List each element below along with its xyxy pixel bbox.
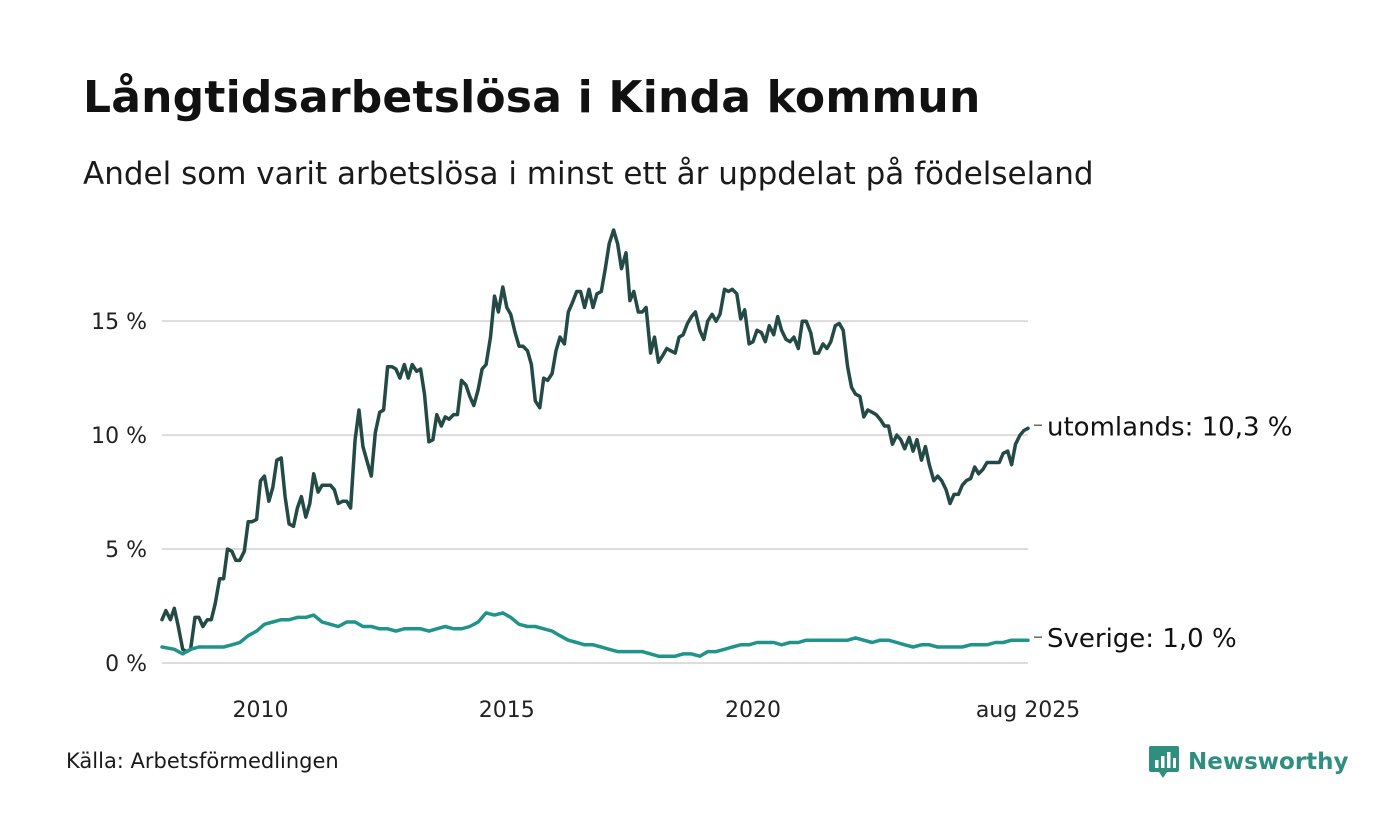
x-axis: 2010 2015 2020 aug 2025 — [233, 698, 1081, 723]
series-line-sverige — [160, 611, 1030, 658]
series-label-utomlands: utomlands: 10,3 % — [1047, 412, 1292, 442]
source-note: Källa: Arbetsförmedlingen — [66, 749, 339, 773]
y-axis: 0 % 5 % 10 % 15 % — [91, 310, 147, 677]
brand-logo[interactable]: Newsworthy — [1148, 744, 1349, 780]
y-tick-label: 5 % — [105, 538, 147, 563]
x-tick-label: 2020 — [725, 698, 781, 723]
series-label-sverige: Sverige: 1,0 % — [1047, 624, 1237, 654]
gridlines — [162, 320, 1028, 664]
x-tick-label: 2015 — [479, 698, 535, 723]
y-tick-label: 15 % — [91, 310, 147, 335]
y-tick-label: 0 % — [105, 652, 147, 677]
brand-name: Newsworthy — [1188, 749, 1349, 775]
x-tick-label: aug 2025 — [976, 698, 1080, 723]
x-tick-label: 2010 — [233, 698, 289, 723]
chart-subtitle: Andel som varit arbetslösa i minst ett å… — [83, 156, 1094, 192]
chart-title: Långtidsarbetslösa i Kinda kommun — [83, 72, 981, 123]
series-line-utomlands — [160, 228, 1030, 654]
bar-chart-bubble-icon — [1149, 746, 1179, 778]
y-tick-label: 10 % — [91, 424, 147, 449]
series — [160, 228, 1030, 658]
series-labels: utomlands: 10,3 % Sverige: 1,0 % — [1034, 412, 1292, 654]
